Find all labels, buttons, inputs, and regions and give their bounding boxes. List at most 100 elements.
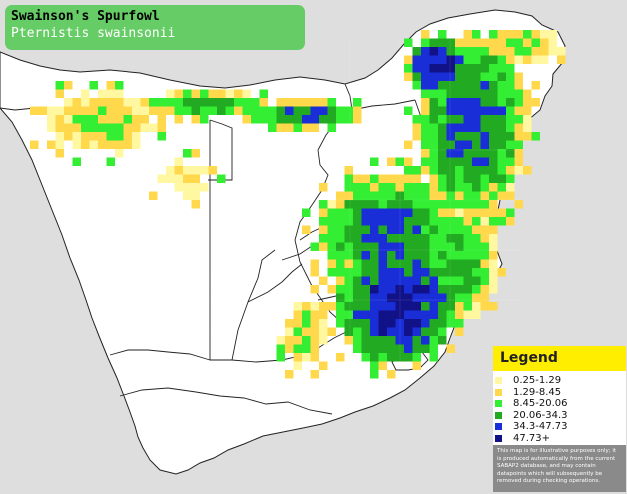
grid-cell <box>242 106 251 115</box>
grid-cell <box>523 123 532 132</box>
grid-cell <box>472 64 481 73</box>
grid-cell <box>421 336 430 345</box>
grid-cell <box>72 98 81 107</box>
grid-cell <box>123 106 132 115</box>
legend-swatch-icon <box>495 400 502 408</box>
grid-cell <box>472 72 481 81</box>
legend-item-label: 0.25-1.29 <box>513 375 562 387</box>
grid-cell <box>404 276 413 285</box>
grid-cell <box>446 166 455 175</box>
grid-cell <box>480 208 489 217</box>
grid-cell <box>115 140 124 149</box>
grid-cell <box>132 106 141 115</box>
species-scientific-name: Pternistis swainsonii <box>11 26 176 41</box>
grid-cell <box>98 98 107 107</box>
grid-cell <box>523 115 532 124</box>
grid-cell <box>421 302 430 311</box>
grid-cell <box>421 251 430 260</box>
grid-cell <box>149 106 158 115</box>
grid-cell <box>106 106 115 115</box>
grid-cell <box>123 123 132 132</box>
grid-cell <box>455 268 464 277</box>
grid-cell <box>472 310 481 319</box>
grid-cell <box>387 157 396 166</box>
grid-cell <box>497 191 506 200</box>
grid-cell <box>72 123 81 132</box>
legend-item: 47.73+ <box>495 433 626 445</box>
grid-cell <box>446 140 455 149</box>
grid-cell <box>506 115 515 124</box>
grid-cell <box>497 183 506 192</box>
grid-cell <box>387 310 396 319</box>
grid-cell <box>157 106 166 115</box>
grid-cell <box>438 191 447 200</box>
grid-cell <box>404 293 413 302</box>
grid-cell <box>480 259 489 268</box>
grid-cell <box>514 81 523 90</box>
grid-cell <box>463 285 472 294</box>
grid-cell <box>429 268 438 277</box>
grid-cell <box>412 361 421 370</box>
grid-cell <box>446 259 455 268</box>
grid-cell <box>429 234 438 243</box>
grid-cell <box>446 200 455 209</box>
grid-cell <box>370 259 379 268</box>
grid-cell <box>387 251 396 260</box>
grid-cell <box>370 251 379 260</box>
grid-cell <box>285 344 294 353</box>
grid-cell <box>506 64 515 73</box>
grid-cell <box>259 115 268 124</box>
grid-cell <box>523 30 532 39</box>
legend-item-label: 34.3-47.73 <box>513 421 568 433</box>
grid-cell <box>319 200 328 209</box>
grid-cell <box>353 276 362 285</box>
grid-cell <box>259 106 268 115</box>
grid-cell <box>472 285 481 294</box>
grid-cell <box>472 268 481 277</box>
grid-cell <box>183 106 192 115</box>
grid-cell <box>361 208 370 217</box>
grid-cell <box>361 251 370 260</box>
grid-cell <box>336 106 345 115</box>
grid-cell <box>429 310 438 319</box>
grid-cell <box>429 259 438 268</box>
grid-cell <box>310 344 319 353</box>
grid-cell <box>429 336 438 345</box>
grid-cell <box>251 106 260 115</box>
grid-cell <box>480 89 489 98</box>
grid-cell <box>438 217 447 226</box>
grid-cell <box>191 191 200 200</box>
grid-cell <box>514 106 523 115</box>
grid-cell <box>438 183 447 192</box>
grid-cell <box>480 217 489 226</box>
grid-cell <box>438 225 447 234</box>
grid-cell <box>489 30 498 39</box>
grid-cell <box>344 217 353 226</box>
grid-cell <box>157 132 166 141</box>
grid-cell <box>463 225 472 234</box>
grid-cell <box>157 123 166 132</box>
grid-cell <box>429 157 438 166</box>
grid-cell <box>353 200 362 209</box>
grid-cell <box>429 89 438 98</box>
grid-cell <box>455 157 464 166</box>
grid-cell <box>480 225 489 234</box>
grid-cell <box>531 98 540 107</box>
grid-cell <box>395 183 404 192</box>
grid-cell <box>293 302 302 311</box>
grid-cell <box>353 98 362 107</box>
grid-cell <box>353 344 362 353</box>
grid-cell <box>361 327 370 336</box>
grid-cell <box>421 55 430 64</box>
grid-cell <box>489 251 498 260</box>
grid-cell <box>455 132 464 141</box>
grid-cell <box>310 98 319 107</box>
grid-cell <box>293 123 302 132</box>
grid-cell <box>361 276 370 285</box>
grid-cell <box>438 81 447 90</box>
grid-cell <box>463 302 472 311</box>
grid-cell <box>174 89 183 98</box>
grid-cell <box>336 208 345 217</box>
grid-cell <box>412 200 421 209</box>
